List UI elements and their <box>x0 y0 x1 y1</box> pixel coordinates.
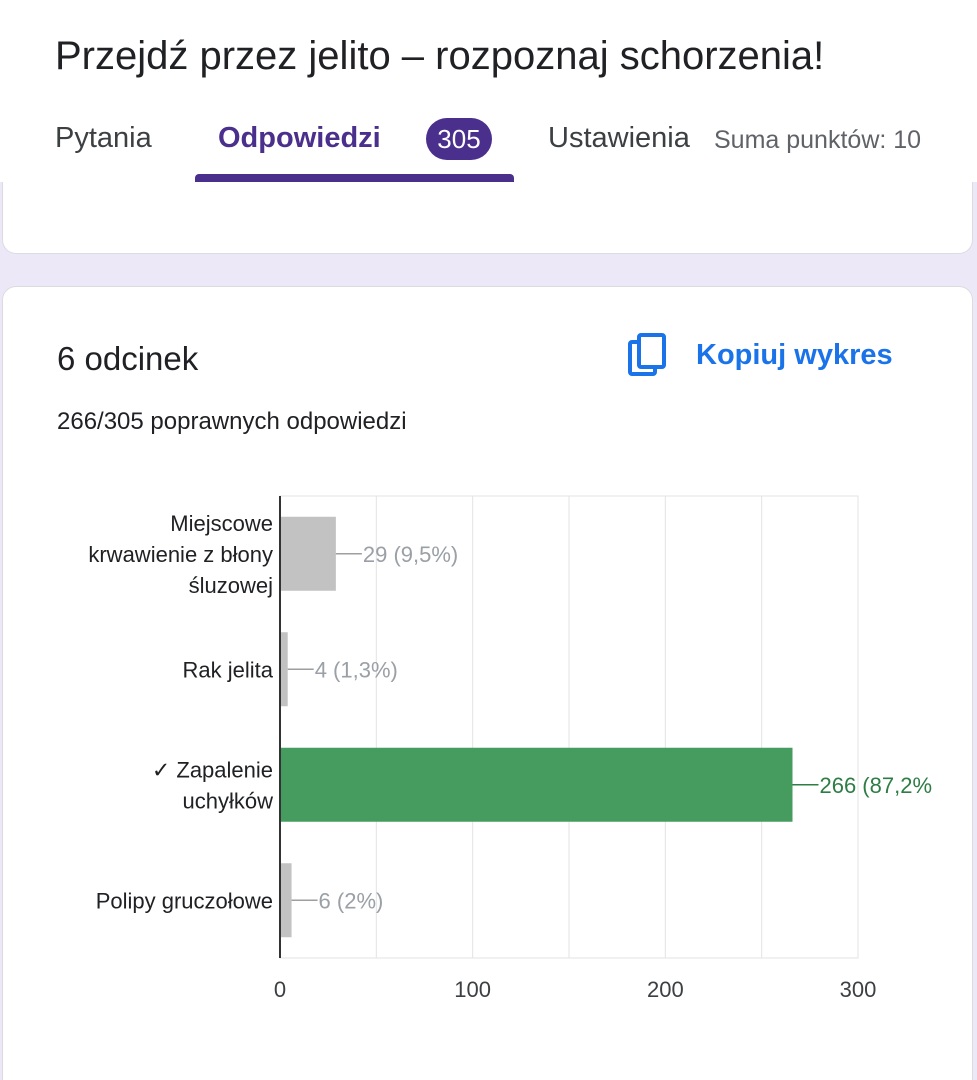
tab-questions[interactable]: Pytania <box>55 122 152 154</box>
copy-chart-label: Kopiuj wykres <box>696 338 893 371</box>
correct-answers-summary: 266/305 poprawnych odpowiedzi <box>57 408 407 435</box>
copy-chart-button[interactable]: Kopiuj wykres <box>628 330 893 380</box>
copy-icon <box>628 333 666 376</box>
question-title: 6 odcinek <box>57 340 199 377</box>
tab-responses[interactable]: Odpowiedzi <box>218 122 381 154</box>
previous-question-card <box>2 182 973 254</box>
active-tab-indicator <box>195 174 514 182</box>
points-total: Suma punktów: 10 <box>714 126 922 154</box>
responses-count-badge: 305 <box>426 118 492 160</box>
form-title: Przejdź przez jelito – rozpoznaj schorze… <box>55 34 825 78</box>
header: Przejdź przez jelito – rozpoznaj schorze… <box>0 0 977 182</box>
tab-settings[interactable]: Ustawienia <box>548 122 690 154</box>
